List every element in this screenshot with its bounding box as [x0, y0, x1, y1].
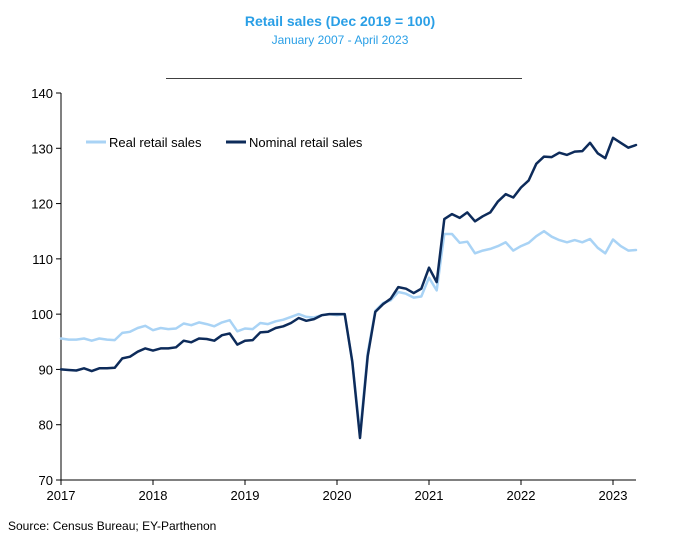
x-tick-label: 2019	[231, 488, 260, 503]
y-axis-ticks: 70 80 90 100 110 120 130 140	[31, 86, 61, 488]
y-tick-label: 130	[31, 141, 53, 156]
source-note: Source: Census Bureau; EY-Parthenon	[8, 519, 217, 533]
chart-axes	[60, 93, 636, 481]
legend-label-real: Real retail sales	[109, 135, 202, 150]
y-tick-label: 70	[39, 473, 53, 488]
y-tick-label: 140	[31, 86, 53, 101]
chart-title: Retail sales (Dec 2019 = 100)	[244, 13, 436, 29]
x-tick-label: 2020	[323, 488, 352, 503]
chart-subtitle: January 2007 - April 2023	[271, 33, 409, 47]
y-tick-label: 120	[31, 197, 53, 212]
x-tick-label: 2023	[599, 488, 628, 503]
x-tick-label: 2018	[139, 488, 168, 503]
legend-label-nominal: Nominal retail sales	[249, 135, 363, 150]
y-tick-label: 90	[39, 362, 53, 377]
x-tick-label: 2017	[47, 488, 76, 503]
y-tick-label: 110	[32, 252, 53, 267]
x-tick-label: 2022	[507, 488, 536, 503]
y-tick-label: 80	[39, 418, 53, 433]
chart-legend: Real retail sales Nominal retail sales	[86, 135, 363, 150]
x-axis-ticks: 2017 2018 2019 2020 2021 2022 2023	[47, 480, 628, 503]
y-tick-label: 100	[31, 307, 53, 322]
nominal-retail-sales-line	[59, 136, 638, 440]
x-tick-label: 2021	[415, 488, 444, 503]
series-lines	[59, 136, 638, 440]
title-divider	[166, 78, 522, 79]
